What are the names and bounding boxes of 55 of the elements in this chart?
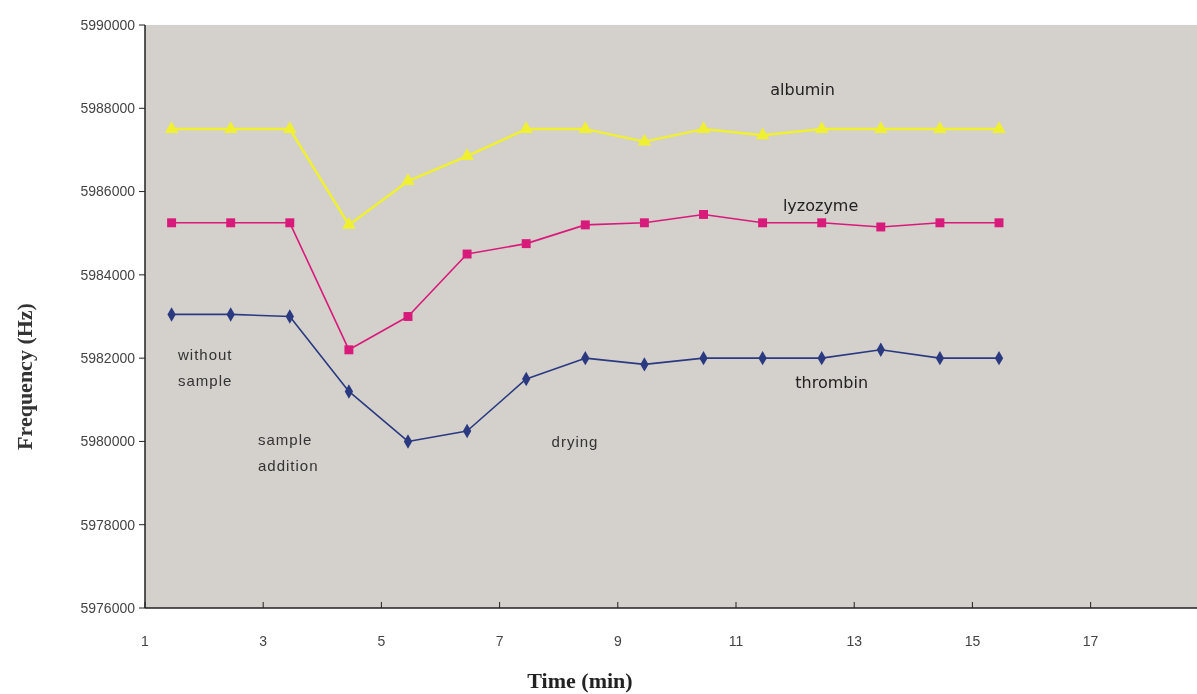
point: [639, 218, 649, 228]
point: [696, 121, 711, 134]
point: [758, 218, 768, 228]
point: [935, 218, 945, 228]
point: [521, 239, 531, 249]
point: [283, 121, 297, 134]
x-tick-label: 7: [495, 633, 504, 649]
point: [876, 222, 886, 232]
point: [637, 133, 652, 146]
y-tick-label: 5976000: [80, 599, 136, 616]
x-tick-label: 3: [259, 633, 268, 649]
point: [755, 127, 770, 140]
point: [401, 173, 415, 186]
point: [817, 218, 827, 228]
point: [342, 217, 356, 229]
point: [814, 121, 829, 134]
y-tick-label: 5984000: [80, 266, 136, 283]
point: [994, 218, 1004, 228]
point: [580, 220, 590, 230]
annotation: sample addition: [258, 431, 319, 474]
x-tick-label: 1: [141, 633, 150, 649]
x-tick-label: 11: [728, 633, 744, 649]
point: [344, 345, 354, 355]
annotation: without sample: [177, 346, 233, 389]
point: [519, 121, 533, 134]
series-label: lyzozyme: [782, 195, 859, 215]
x-axis-title: Time (min): [527, 668, 633, 693]
point: [223, 121, 238, 134]
y-axis-title: Frequency (Hz): [12, 303, 37, 450]
point: [699, 210, 708, 219]
point: [164, 121, 179, 134]
x-tick-label: 9: [613, 633, 622, 649]
point: [933, 121, 947, 134]
x-tick-label: 17: [1082, 633, 1099, 649]
x-tick-label: 5: [377, 633, 386, 649]
point: [226, 218, 236, 228]
point: [460, 148, 474, 161]
y-tick-label: 5980000: [80, 433, 136, 450]
series-label: albumin: [770, 80, 835, 100]
point: [167, 218, 177, 228]
annotation: drying: [551, 433, 599, 450]
x-tick-label: 15: [964, 633, 981, 649]
y-tick-label: 5982000: [80, 350, 136, 367]
point: [462, 249, 472, 259]
point: [578, 121, 593, 134]
point: [992, 121, 1006, 134]
point: [874, 121, 888, 134]
x-tick-label: 13: [846, 633, 863, 649]
point: [285, 218, 295, 228]
point: [403, 312, 413, 321]
y-tick-label: 5988000: [80, 100, 136, 117]
y-tick-label: 5986000: [80, 183, 136, 200]
series-label: thrombin: [795, 373, 869, 393]
y-tick-label: 5990000: [80, 16, 136, 33]
y-tick-label: 5978000: [80, 516, 136, 533]
